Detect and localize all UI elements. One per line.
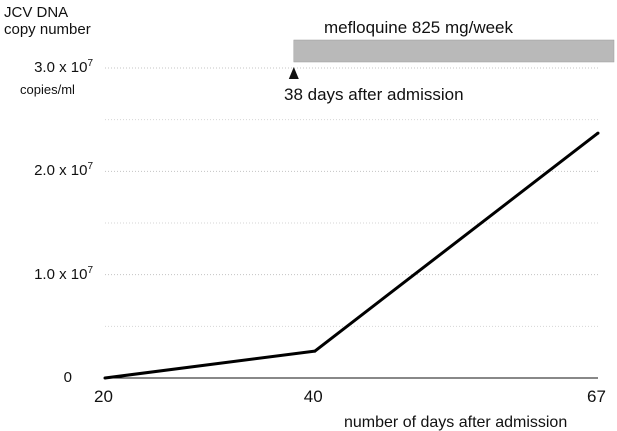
- y-axis-unit: copies/ml: [20, 82, 75, 97]
- x-tick-label-20: 20: [94, 387, 113, 406]
- treatment-start-marker: [288, 67, 299, 79]
- data-point-0-0: [103, 376, 107, 380]
- treatment-label: mefloquine 825 mg/week: [324, 18, 514, 37]
- data-point-0-1: [313, 349, 317, 353]
- y-axis-title: JCV DNA copy number: [4, 4, 91, 38]
- series-group: [103, 131, 600, 380]
- gridlines: [105, 67, 598, 327]
- x-tick-label-40: 40: [303, 387, 323, 406]
- y-tick-label-3: 3.0 x 107: [34, 58, 93, 77]
- y-tick-exponent-1: 7: [87, 264, 93, 276]
- treatment-start-label: 38 days after admission: [284, 85, 464, 104]
- y-tick-exponent-3: 7: [87, 58, 93, 69]
- treatment-bar: [293, 39, 615, 63]
- x-tick-label-67: 67: [587, 387, 606, 406]
- y-tick-label-1: 1.0 x 107: [34, 264, 93, 283]
- y-tick-exponent-2: 7: [87, 161, 93, 173]
- data-point-0-2: [596, 131, 600, 135]
- x-axis-title: number of days after admission: [344, 414, 568, 431]
- y-tick-label-2: 2.0 x 107: [34, 161, 93, 180]
- series-line-0: [104, 131, 599, 380]
- y-tick-label-0: 0: [63, 369, 72, 386]
